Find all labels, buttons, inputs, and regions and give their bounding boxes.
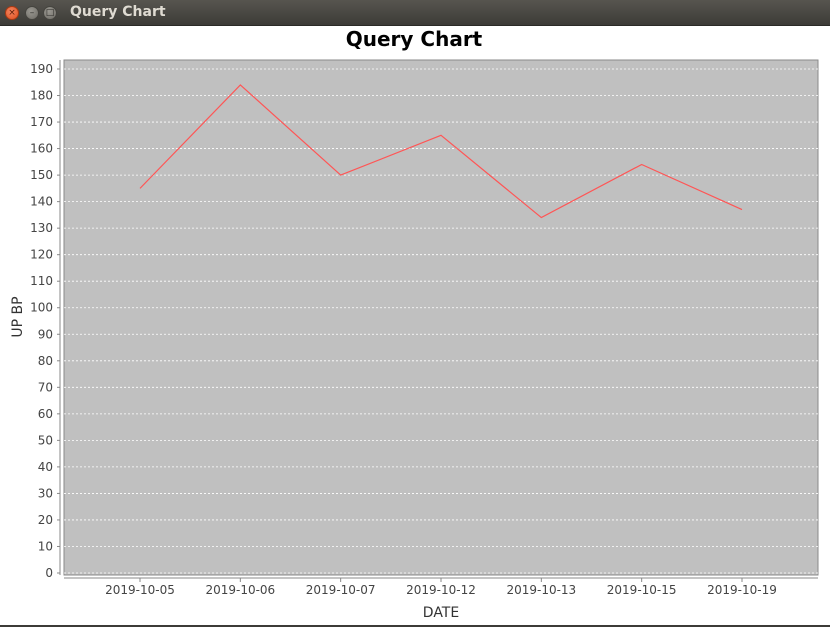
- data-point: [339, 174, 342, 177]
- y-tick-label: 170: [30, 115, 53, 129]
- minimize-icon[interactable]: –: [25, 6, 39, 20]
- x-axis-ticks: 2019-10-05 2019-10-06 2019-10-07 2019-10-12…: [105, 578, 777, 597]
- y-tick-label: 50: [38, 433, 53, 447]
- x-axis-label: DATE: [423, 605, 459, 621]
- y-tick-label: 30: [38, 486, 53, 500]
- y-tick-label: 20: [38, 513, 53, 527]
- y-tick-label: 60: [38, 407, 53, 421]
- x-tick-label: 2019-10-13: [506, 583, 576, 597]
- data-point: [741, 208, 744, 211]
- close-icon[interactable]: ×: [5, 6, 19, 20]
- x-tick-label: 2019-10-12: [406, 583, 476, 597]
- y-tick-label: 140: [30, 195, 53, 209]
- x-tick-label: 2019-10-05: [105, 583, 175, 597]
- y-tick-label: 130: [30, 221, 53, 235]
- y-tick-label: 0: [45, 566, 53, 580]
- y-axis-ticks: 0 10 20 30 40 50 60 70 80 90 100 110 120 130 140 150 160…: [30, 62, 60, 580]
- x-tick-label: 2019-10-15: [607, 583, 677, 597]
- series-layer: [139, 83, 744, 219]
- plot-area: [63, 59, 819, 576]
- y-tick-label: 180: [30, 89, 53, 103]
- window-bottom-border: [0, 625, 830, 627]
- y-tick-label: 10: [38, 539, 53, 553]
- y-tick-label: 190: [30, 62, 53, 76]
- data-point: [540, 216, 543, 219]
- y-tick-label: 80: [38, 354, 53, 368]
- y-tick-label: 160: [30, 142, 53, 156]
- y-tick-label: 90: [38, 327, 53, 341]
- y-tick-label: 120: [30, 248, 53, 262]
- y-tick-label: 70: [38, 380, 53, 394]
- data-point: [139, 187, 142, 190]
- window-titlebar: × – □ Query Chart: [0, 0, 830, 26]
- window-title: Query Chart: [70, 4, 166, 20]
- data-point: [440, 134, 443, 137]
- data-point: [239, 83, 242, 86]
- gridlines: [64, 68, 818, 574]
- data-point: [640, 163, 643, 166]
- y-tick-label: 110: [30, 274, 53, 288]
- y-tick-label: 40: [38, 460, 53, 474]
- y-axis-label: UP BP: [10, 296, 26, 337]
- chart-title: Query Chart: [346, 27, 483, 51]
- x-tick-label: 2019-10-07: [306, 583, 376, 597]
- x-tick-label: 2019-10-19: [707, 583, 777, 597]
- line-chart: Query Chart 0 10 20 30 40 50 60 70 80 90 100 110 120…: [10, 27, 819, 621]
- maximize-icon[interactable]: □: [43, 6, 57, 20]
- series-line: [139, 84, 743, 219]
- y-tick-label: 100: [30, 301, 53, 315]
- y-tick-label: 150: [30, 168, 53, 182]
- x-tick-label: 2019-10-06: [205, 583, 275, 597]
